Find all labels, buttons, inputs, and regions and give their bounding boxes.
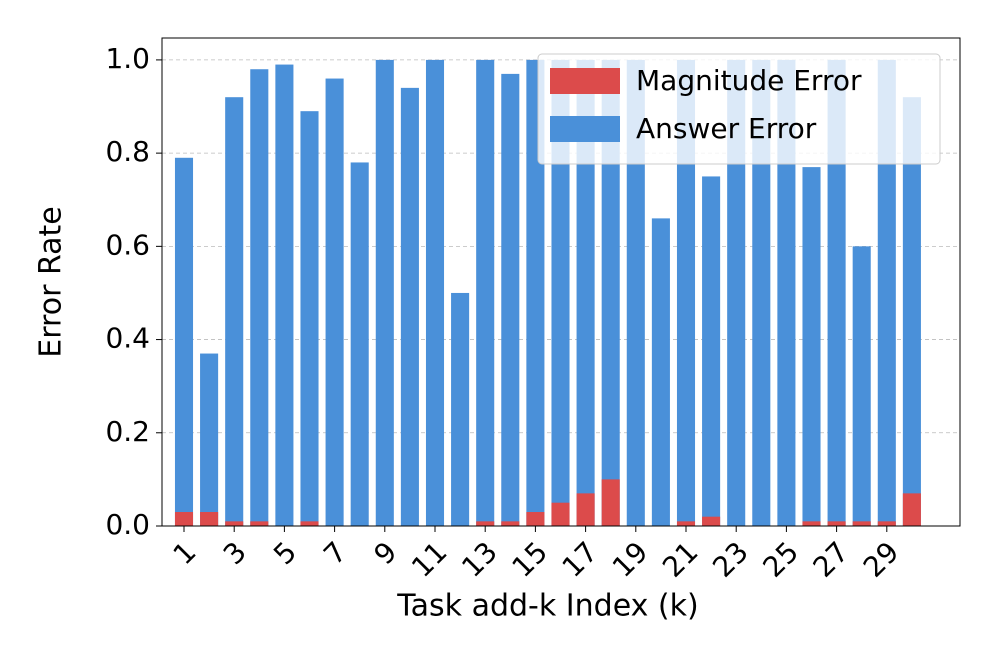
x-tick-label: 29 xyxy=(857,535,906,584)
bar xyxy=(576,59,595,526)
plot-frame xyxy=(161,37,961,527)
bar xyxy=(526,59,545,526)
x-tick-label: 11 xyxy=(405,535,454,584)
bar xyxy=(702,176,721,526)
bar xyxy=(174,157,194,526)
bar xyxy=(501,521,520,526)
x-tick-label: 21 xyxy=(656,535,705,584)
legend-box xyxy=(537,53,941,165)
bar xyxy=(350,162,369,526)
x-axis-label: Task add-k Index (k) xyxy=(396,589,698,624)
bar xyxy=(702,516,721,526)
legend-swatch xyxy=(550,68,620,94)
x-tick-label: 25 xyxy=(756,535,805,584)
bar xyxy=(250,69,269,526)
bar xyxy=(275,64,294,527)
bar xyxy=(200,512,219,526)
bar xyxy=(576,493,595,526)
y-tick-label: 0.4 xyxy=(105,322,150,355)
bar xyxy=(601,479,620,526)
bar xyxy=(325,78,344,526)
bar xyxy=(225,521,244,526)
bar xyxy=(877,59,896,526)
bar xyxy=(476,59,495,526)
bar xyxy=(375,59,394,526)
bar xyxy=(225,97,244,527)
bar xyxy=(802,521,821,526)
x-tick-label: 19 xyxy=(606,535,655,584)
x-tick-label: 7 xyxy=(317,535,353,571)
y-axis-label: Error Rate xyxy=(34,206,69,357)
y-tick-label: 0.6 xyxy=(105,228,150,261)
bar xyxy=(400,87,419,527)
x-tick-label: 15 xyxy=(505,535,554,584)
bar xyxy=(727,59,746,526)
bar xyxy=(250,521,269,526)
bar xyxy=(852,521,871,526)
bar xyxy=(902,97,921,527)
x-tick-label: 9 xyxy=(367,535,403,571)
bar xyxy=(676,521,696,526)
bar xyxy=(425,59,445,526)
bar xyxy=(877,521,896,526)
legend-label: Answer Error xyxy=(636,112,817,145)
bar xyxy=(852,246,871,526)
bar xyxy=(651,218,670,526)
bar xyxy=(200,353,219,526)
bar xyxy=(827,521,846,526)
legend-swatch xyxy=(550,116,620,142)
legend: Magnitude Error Answer Error xyxy=(537,53,941,165)
y-tick-label: 0.8 xyxy=(105,135,150,168)
bar xyxy=(300,111,319,526)
legend-label: Magnitude Error xyxy=(636,64,862,97)
bar xyxy=(777,59,796,526)
bar xyxy=(752,59,771,526)
bar xyxy=(174,512,194,526)
x-tick-label: 3 xyxy=(217,535,253,571)
x-tick-label: 23 xyxy=(706,535,755,584)
bar xyxy=(501,73,520,526)
x-tick-label: 1 xyxy=(167,535,203,571)
bar xyxy=(902,493,921,526)
bar xyxy=(526,512,545,526)
x-tick-label: 27 xyxy=(807,535,856,584)
bar xyxy=(451,292,470,526)
bar xyxy=(476,521,495,526)
x-tick-label: 13 xyxy=(455,535,504,584)
x-tick-label: 5 xyxy=(267,535,303,571)
y-tick-label: 1.0 xyxy=(105,42,150,75)
bar xyxy=(551,59,570,526)
y-tick-label: 0.0 xyxy=(105,508,150,541)
bar xyxy=(551,502,570,526)
bar xyxy=(827,59,846,526)
y-tick-label: 0.2 xyxy=(105,415,150,448)
bar xyxy=(300,521,319,526)
bar xyxy=(626,59,645,526)
x-tick-label: 17 xyxy=(556,535,605,584)
bar xyxy=(802,167,821,527)
bar xyxy=(601,59,620,526)
bar xyxy=(676,59,696,526)
